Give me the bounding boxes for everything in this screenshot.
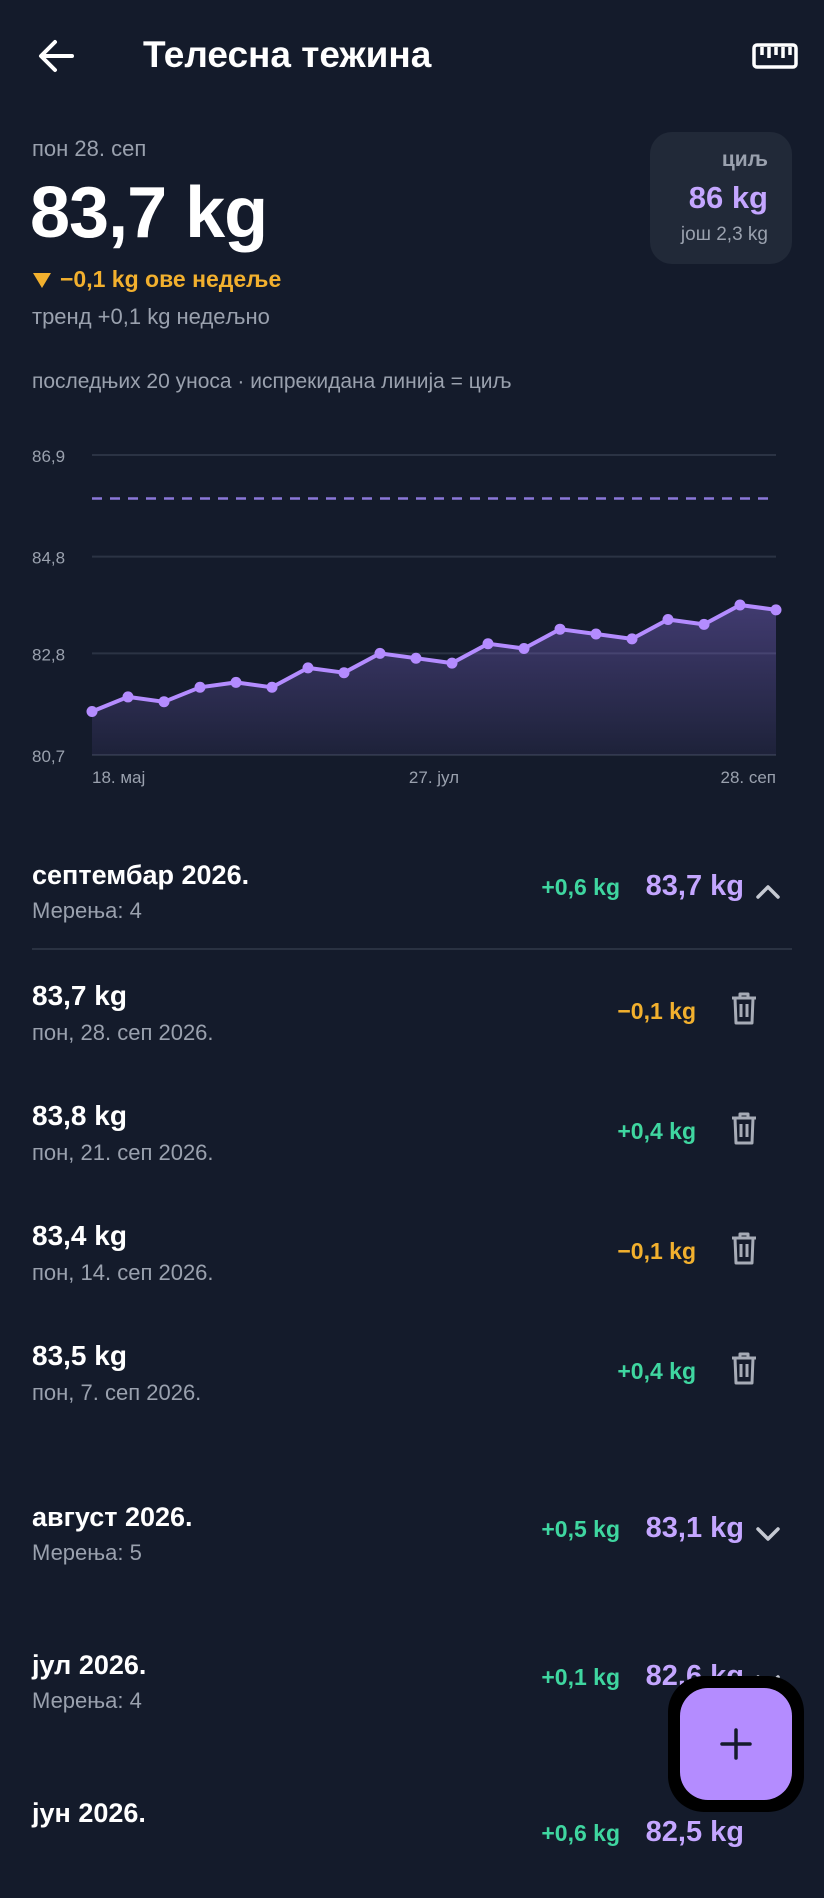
month-count: Мерења: 4 <box>32 1688 142 1713</box>
data-point <box>734 599 746 611</box>
month-count: Мерења: 4 <box>32 898 142 923</box>
trash-icon[interactable] <box>728 1230 760 1266</box>
data-point <box>302 662 314 674</box>
month-divider <box>32 948 792 950</box>
ruler-button[interactable] <box>740 30 810 82</box>
data-point <box>698 618 710 630</box>
chevron-down-icon[interactable] <box>752 1518 784 1550</box>
entry-delta: +0,4 kg <box>617 1358 696 1384</box>
weekly-change-text: −0,1 kg ове недеље <box>60 266 282 292</box>
back-button[interactable] <box>24 28 88 84</box>
y-tick-label: 82,8 <box>32 645 65 664</box>
weekly-trend: тренд +0,1 kg недељно <box>32 304 270 329</box>
entry-date: пон, 21. сеп 2026. <box>32 1140 214 1165</box>
x-tick-label: 27. јул <box>409 768 459 787</box>
ruler-icon <box>752 43 798 69</box>
list-item[interactable]: 83,8 kg пон, 21. сеп 2026. +0,4 kg <box>0 1100 824 1210</box>
entry-delta: +0,4 kg <box>617 1118 696 1144</box>
entry-weight: 83,7 kg <box>32 980 127 1011</box>
month-delta: +0,6 kg <box>541 1820 620 1846</box>
chart-area <box>92 605 776 755</box>
data-point <box>338 667 350 679</box>
month-header-august[interactable]: август 2026. Мерења: 5 +0,5 kg 83,1 kg <box>0 1502 824 1602</box>
data-point <box>518 643 530 655</box>
month-header-september[interactable]: септембар 2026. Мерења: 4 +0,6 kg 83,7 k… <box>0 860 824 960</box>
month-delta: +0,6 kg <box>541 874 620 900</box>
data-point <box>482 638 494 650</box>
month-count: Мерења: 5 <box>32 1540 142 1565</box>
arrow-left-icon <box>39 40 74 72</box>
month-name: јул 2026. <box>32 1650 147 1680</box>
trash-icon[interactable] <box>728 1110 760 1146</box>
month-average: 82,5 kg <box>645 1816 744 1848</box>
goal-label: циљ <box>721 148 768 171</box>
list-item[interactable]: 83,4 kg пон, 14. сеп 2026. −0,1 kg <box>0 1220 824 1330</box>
entry-date: пон, 28. сеп 2026. <box>32 1020 214 1045</box>
data-point <box>770 604 782 616</box>
entry-date: пон, 14. сеп 2026. <box>32 1260 214 1285</box>
weekly-change: −0,1 kg ове недеље <box>32 266 281 293</box>
current-weight: 83,7 kg <box>30 173 268 253</box>
data-point <box>266 681 278 693</box>
month-average: 83,7 kg <box>645 870 744 902</box>
month-header-june[interactable]: јун 2026. +0,6 kg 82,5 kg <box>0 1798 824 1898</box>
data-point <box>590 628 602 640</box>
month-name: јун 2026. <box>32 1798 146 1828</box>
month-average: 83,1 kg <box>645 1512 744 1544</box>
data-point <box>554 623 566 635</box>
trash-icon[interactable] <box>728 1350 760 1386</box>
entry-delta: −0,1 kg <box>617 1238 696 1264</box>
entry-delta: −0,1 kg <box>617 998 696 1024</box>
data-point <box>230 676 242 688</box>
y-tick-label: 86,9 <box>32 447 65 466</box>
entry-weight: 83,4 kg <box>32 1220 127 1251</box>
triangle-down-icon <box>33 272 51 288</box>
current-date: пон 28. сеп <box>32 136 147 161</box>
goal-remaining: још 2,3 kg <box>680 224 768 245</box>
month-name: септембар 2026. <box>32 860 250 890</box>
data-point <box>158 696 170 708</box>
chart-caption: последњих 20 уноса · испрекидана линија … <box>32 370 512 393</box>
entry-date: пон, 7. сеп 2026. <box>32 1380 202 1405</box>
data-point <box>446 657 458 669</box>
chevron-up-icon[interactable] <box>752 876 784 908</box>
page-title: Телесна тежина <box>143 34 432 75</box>
month-delta: +0,1 kg <box>541 1664 620 1690</box>
x-tick-label: 28. сеп <box>720 768 776 787</box>
data-point <box>410 652 422 664</box>
top-app-bar: Телесна тежина <box>0 0 824 112</box>
trash-icon[interactable] <box>728 990 760 1026</box>
goal-value: 86 kg <box>688 180 768 215</box>
list-item[interactable]: 83,5 kg пон, 7. сеп 2026. +0,4 kg <box>0 1340 824 1450</box>
entry-weight: 83,5 kg <box>32 1340 127 1371</box>
data-point <box>662 614 674 626</box>
data-point <box>194 681 206 693</box>
month-delta: +0,5 kg <box>541 1516 620 1542</box>
plus-icon <box>720 1728 752 1760</box>
list-item[interactable]: 83,7 kg пон, 28. сеп 2026. −0,1 kg <box>0 980 824 1090</box>
y-tick-label: 80,7 <box>32 747 65 766</box>
x-tick-label: 18. мај <box>92 768 145 787</box>
add-entry-button[interactable] <box>680 1688 792 1800</box>
month-name: август 2026. <box>32 1502 193 1532</box>
data-point <box>86 705 98 717</box>
weight-chart: 86,9 84,8 82,8 80,7 18. мај 27. јул 28. сеп <box>32 447 782 787</box>
data-point <box>374 647 386 659</box>
goal-card[interactable]: циљ 86 kg још 2,3 kg <box>650 132 792 264</box>
chart-line <box>91 603 777 714</box>
entry-weight: 83,8 kg <box>32 1100 127 1131</box>
data-point <box>626 633 638 645</box>
y-tick-label: 84,8 <box>32 549 65 568</box>
data-point <box>122 691 134 703</box>
